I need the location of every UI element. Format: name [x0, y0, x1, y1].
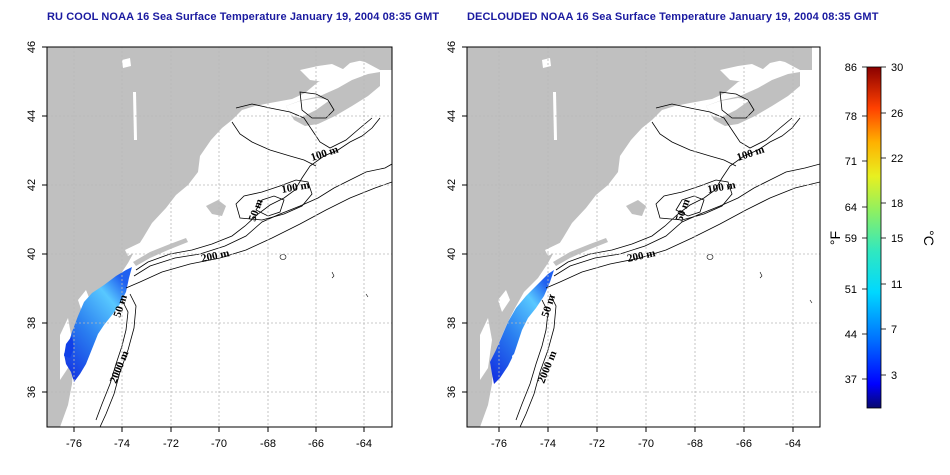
bathymetry-contours — [515, 91, 820, 427]
right-map-title: DECLOUDED NOAA 16 Sea Surface Temperatur… — [467, 11, 879, 23]
y-tick-label: 40 — [26, 248, 38, 260]
sst-gap — [512, 350, 520, 366]
land-mass — [47, 47, 372, 427]
y-tick-label: 42 — [26, 179, 38, 191]
fahrenheit-axis-label: °F — [827, 231, 843, 245]
right-map-panel: 100 m 100 m 50 m 200 m 50 m 2000 m -76 -… — [446, 41, 821, 450]
celsius-tick: 26 — [891, 108, 903, 120]
x-tick-label: -64 — [356, 438, 372, 450]
fahrenheit-tick: 86 — [845, 62, 857, 74]
y-tick-label: 38 — [446, 317, 458, 329]
x-tick-label: -76 — [66, 438, 82, 450]
newfoundland-land — [330, 47, 392, 70]
left-map-panel: 100 m 100 m 50 m 200 m 50 m 2000 m -76 -… — [26, 41, 393, 450]
celsius-tick: 7 — [891, 324, 897, 336]
y-tick-label: 44 — [26, 110, 38, 122]
right-axis-ticks — [462, 46, 794, 432]
fahrenheit-tick: 44 — [845, 329, 857, 341]
fahrenheit-tick: 78 — [845, 111, 857, 123]
sst-swath — [64, 267, 132, 382]
x-tick-label: -66 — [308, 438, 324, 450]
x-tick-label: -72 — [163, 438, 179, 450]
y-tick-label: 36 — [446, 386, 458, 398]
fahrenheit-tick-labels: 86 78 71 64 59 51 44 37 — [845, 62, 857, 386]
colorbar-ticks — [862, 66, 886, 380]
y-tick-label: 36 — [26, 386, 38, 398]
x-tick-label: -72 — [589, 438, 605, 450]
cape-cod — [626, 200, 646, 216]
bay-of-fundy — [706, 98, 750, 118]
gulf-of-st-lawrence — [300, 64, 345, 82]
left-x-tick-labels: -76 -74 -72 -70 -68 -66 -64 — [66, 438, 372, 450]
long-island-sound — [125, 230, 170, 256]
fahrenheit-tick: 59 — [845, 233, 857, 245]
x-tick-label: -76 — [491, 438, 507, 450]
fahrenheit-tick: 64 — [845, 202, 857, 214]
celsius-tick: 30 — [891, 62, 903, 74]
x-tick-label: -70 — [211, 438, 227, 450]
celsius-tick: 11 — [891, 279, 902, 291]
y-tick-label: 40 — [446, 248, 458, 260]
left-graticule — [47, 46, 392, 427]
long-island — [133, 238, 188, 266]
small-lake — [542, 58, 551, 68]
x-tick-label: -68 — [687, 438, 703, 450]
gulf-of-st-lawrence — [720, 64, 765, 82]
fahrenheit-tick: 71 — [845, 156, 857, 168]
newfoundland-land — [750, 47, 812, 70]
celsius-tick: 15 — [891, 233, 903, 245]
celsius-tick: 18 — [891, 198, 903, 210]
y-tick-label: 46 — [446, 41, 458, 53]
x-tick-label: -68 — [260, 438, 276, 450]
delaware-bay — [498, 290, 510, 312]
colorbar: 86 78 71 64 59 51 44 37 30 26 22 18 15 1… — [827, 62, 937, 409]
right-map-frame — [466, 46, 821, 428]
small-contour-features — [279, 254, 369, 298]
chesapeake-bay — [480, 318, 492, 380]
land-mass — [467, 47, 792, 427]
celsius-axis-label: °C — [921, 230, 937, 246]
fahrenheit-tick: 51 — [845, 284, 857, 296]
bay-of-fundy — [286, 98, 330, 118]
y-tick-label: 42 — [446, 179, 458, 191]
x-tick-label: -64 — [785, 438, 801, 450]
celsius-tick-labels: 30 26 22 18 15 11 7 3 — [891, 62, 903, 382]
contour-label-200m: 200 m — [626, 247, 656, 265]
left-axis-ticks — [42, 46, 365, 432]
long-island-sound — [545, 230, 590, 256]
sst-swath-edge — [64, 336, 74, 358]
contour-label-100m-b: 100 m — [706, 179, 736, 196]
x-tick-label: -70 — [638, 438, 654, 450]
y-tick-label: 38 — [26, 317, 38, 329]
long-island — [553, 238, 608, 266]
celsius-tick: 3 — [891, 370, 897, 382]
small-lake — [122, 58, 131, 68]
sst-swath — [490, 270, 554, 384]
x-tick-label: -66 — [736, 438, 752, 450]
fahrenheit-tick: 37 — [845, 374, 857, 386]
left-y-tick-labels: 46 44 42 40 38 36 — [26, 41, 38, 398]
colorbar-gradient — [866, 66, 882, 409]
cape-cod — [206, 200, 226, 216]
contour-label-200m: 200 m — [200, 247, 230, 265]
left-map-title: RU COOL NOAA 16 Sea Surface Temperature … — [47, 11, 440, 23]
x-tick-label: -74 — [540, 438, 556, 450]
celsius-tick: 22 — [891, 153, 903, 165]
right-x-tick-labels: -76 -74 -72 -70 -68 -66 -64 — [491, 438, 801, 450]
contour-label-100m-b: 100 m — [280, 179, 310, 196]
y-tick-label: 46 — [26, 41, 38, 53]
y-tick-label: 44 — [446, 110, 458, 122]
delaware-bay — [78, 290, 90, 312]
small-contour-features — [706, 254, 813, 304]
x-tick-label: -74 — [114, 438, 130, 450]
right-y-tick-labels: 46 44 42 40 38 36 — [446, 41, 458, 398]
